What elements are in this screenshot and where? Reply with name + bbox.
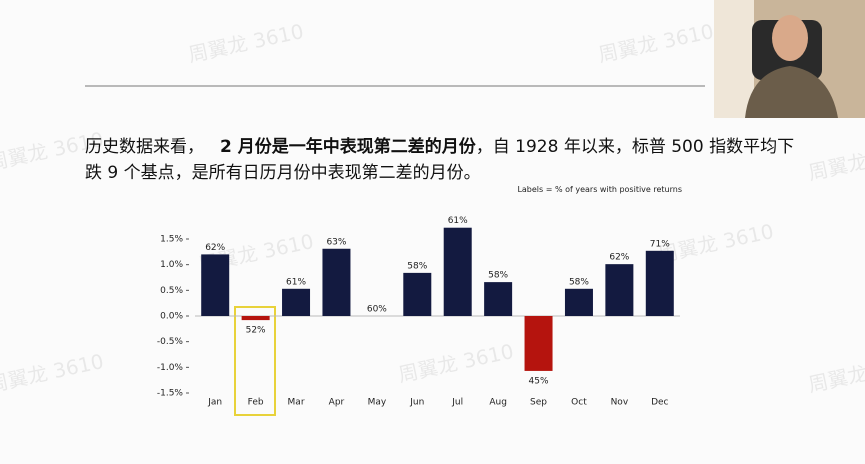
bar [201,254,230,316]
slide-text: 跌 9 个基点，是所有日历月份中表现第二差的月份。 [85,163,481,183]
bar-label: 45% [529,376,549,386]
y-tick-label: -0.5% [157,337,184,347]
x-tick-label: Apr [329,398,345,408]
wall [714,0,754,118]
bar [564,288,593,316]
bar [322,248,351,316]
bar [241,316,270,321]
bar-label: 61% [286,277,306,287]
bar-label: 60% [367,305,387,315]
text-part: 历史数据来看， [85,137,204,157]
bar-label: 58% [569,277,589,287]
y-tick-label: -1.0% [157,363,184,373]
x-tick-label: Oct [571,398,587,408]
bar-label: 71% [650,239,670,249]
bar [645,250,674,316]
text-bold: 2 月份是一年中表现第二差的月份 [220,136,477,157]
slide-text: 历史数据来看， 2 月份是一年中表现第二差的月份，自 1928 年以来，标普 50… [85,136,794,157]
x-tick-label: Jan [207,398,222,408]
bar-label: 61% [448,216,468,226]
y-tick-label: -1.5% [157,389,184,399]
bar [605,264,634,316]
bar [443,227,472,316]
y-tick-label: 1.0% [160,260,183,270]
x-tick-label: Dec [651,398,668,408]
x-tick-label: Mar [288,398,305,408]
bar-label: 62% [609,253,629,263]
x-tick-label: May [368,398,387,408]
shirt [745,66,838,118]
x-tick-label: Jun [409,398,424,408]
bar [484,282,513,316]
y-tick-label: 0.0% [160,312,183,322]
bar-label: 58% [488,271,508,281]
highlight-box [234,306,276,416]
bar [282,288,311,316]
x-tick-label: Aug [489,398,507,408]
bar-label: 62% [205,243,225,253]
x-tick-label: Jul [451,398,463,408]
x-tick-label: Feb [248,398,264,408]
face [772,15,808,61]
bar [524,316,553,371]
webcam [714,0,865,118]
bar-label: 52% [246,326,266,336]
x-tick-label: Sep [530,398,547,408]
text-part: ，自 1928 年以来，标普 500 指数平均下 [476,137,794,157]
y-tick-label: 1.5% [160,235,183,245]
annotation: Labels = % of years with positive return… [517,185,682,194]
x-tick-label: Nov [611,398,629,408]
y-tick-label: 0.5% [160,286,183,296]
bar [403,272,432,316]
bar-label: 58% [407,261,427,271]
bar-label: 63% [326,237,346,247]
